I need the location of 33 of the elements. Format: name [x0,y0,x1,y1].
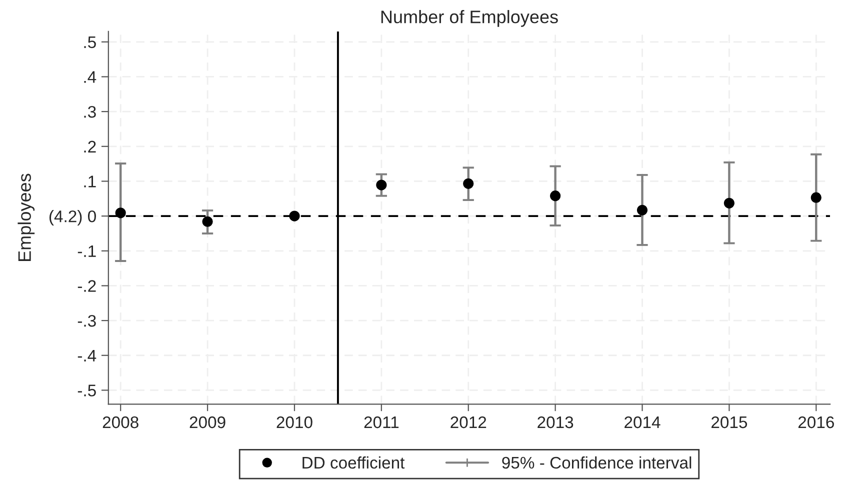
text: 95% - Confidence interval [502,456,692,469]
point [724,198,735,208]
x-tick-label: 2016 [798,416,834,428]
y-tick-label: -.4 [78,350,96,362]
x-tick-label: 2008 [102,416,138,428]
point [376,180,387,190]
y-tick-label: -.5 [78,384,96,396]
y-tick-label: .3 [84,106,96,118]
point [463,178,474,189]
y-tick-label: .5 [84,36,96,48]
legend-label: DD coefficient [302,456,405,469]
y-tick-label: -.1 [78,245,96,257]
point [115,208,126,218]
x-tick-label: 2011 [364,416,399,428]
point [636,204,648,216]
point [550,190,561,202]
point [202,216,213,227]
x-tick-label: 2013 [538,416,574,428]
point [289,210,300,222]
point [810,192,822,203]
y-tick-label: .2 [84,140,96,152]
y-tick-label: -.3 [78,314,96,327]
x-tick-label: 2009 [190,416,226,428]
y-tick-label: -.2 [78,280,96,292]
y-tick-label: .1 [84,176,96,188]
x-tick-label: 2012 [450,416,486,428]
chart-title: Number of Employees [381,10,558,27]
y-tick-label: (4.2) 0 [49,210,96,226]
x-tick-label: 2015 [712,416,748,428]
x-tick-label: 2010 [276,416,312,428]
x-tick-label: 2014 [624,416,660,428]
y-axis-title: Employees [18,174,35,261]
y-tick-label: .4 [84,71,96,83]
